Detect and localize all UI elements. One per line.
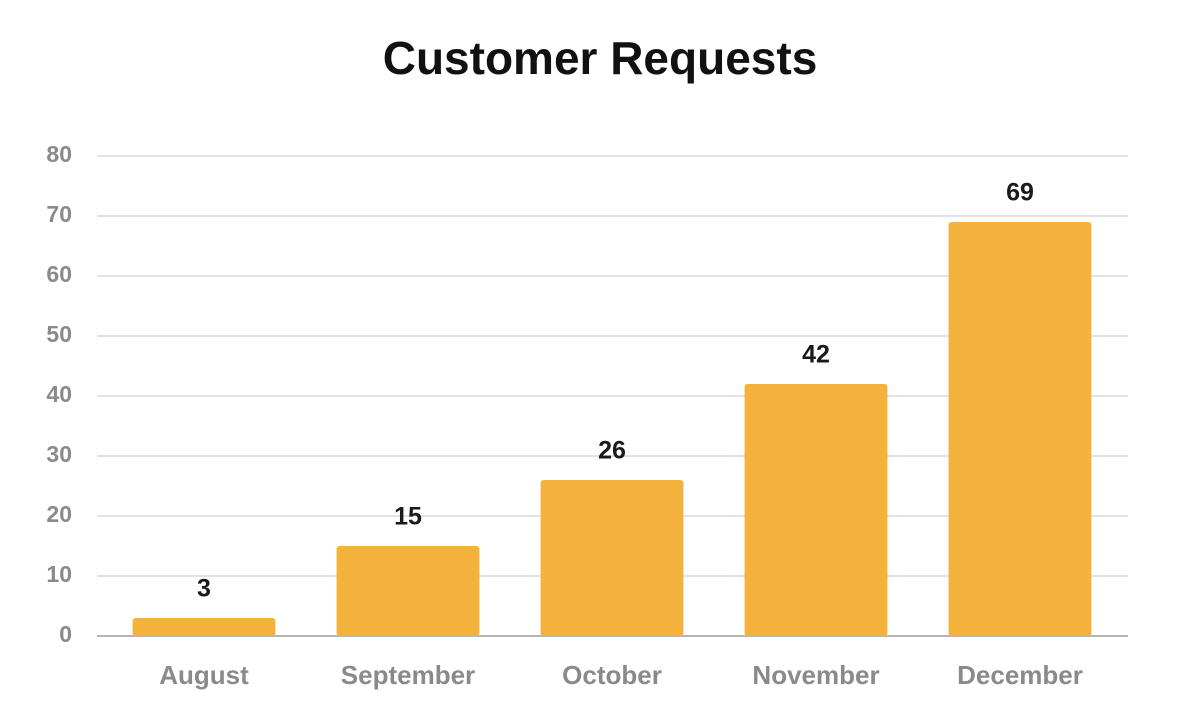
- y-tick-label: 70: [46, 201, 72, 227]
- x-tick-label: December: [957, 660, 1083, 690]
- data-label: 42: [802, 341, 830, 369]
- bar: [744, 384, 888, 636]
- x-tick-label: October: [562, 660, 662, 690]
- y-tick-label: 10: [46, 561, 72, 587]
- x-tick-label: August: [159, 660, 249, 690]
- data-label: 69: [1006, 179, 1034, 207]
- data-label: 15: [394, 503, 422, 531]
- data-label: 3: [197, 575, 211, 603]
- y-tick-label: 20: [46, 501, 72, 527]
- bar: [132, 618, 276, 636]
- y-tick-label: 60: [46, 261, 72, 287]
- y-tick-label: 0: [59, 621, 72, 647]
- bar: [336, 546, 480, 636]
- y-tick-label: 30: [46, 441, 72, 467]
- bar: [948, 222, 1092, 636]
- y-tick-label: 40: [46, 381, 72, 407]
- x-tick-label: September: [341, 660, 475, 690]
- chart-title: Customer Requests: [383, 32, 818, 84]
- y-tick-label: 50: [46, 321, 72, 347]
- y-tick-label: 80: [46, 141, 72, 167]
- data-label: 26: [598, 437, 626, 465]
- bar: [540, 480, 684, 636]
- x-tick-label: November: [752, 660, 879, 690]
